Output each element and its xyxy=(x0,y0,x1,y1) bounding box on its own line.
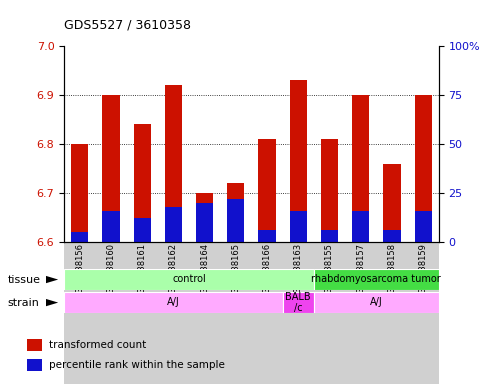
Bar xyxy=(103,210,119,242)
Bar xyxy=(415,95,432,242)
Text: GDS5527 / 3610358: GDS5527 / 3610358 xyxy=(64,19,191,32)
Text: strain: strain xyxy=(7,298,39,308)
Bar xyxy=(71,144,88,242)
Bar xyxy=(64,292,282,313)
Bar xyxy=(27,339,42,351)
Bar xyxy=(196,193,213,242)
Bar xyxy=(165,85,182,242)
Bar xyxy=(196,203,213,242)
Bar xyxy=(258,230,276,242)
Bar xyxy=(314,292,439,313)
Bar xyxy=(321,139,338,242)
Text: tissue: tissue xyxy=(7,275,40,285)
Bar xyxy=(103,95,119,242)
Bar xyxy=(27,359,42,371)
Bar xyxy=(352,95,369,242)
Text: A/J: A/J xyxy=(167,297,180,308)
Bar xyxy=(165,207,182,242)
Bar xyxy=(258,139,276,242)
Text: control: control xyxy=(172,274,206,285)
Bar xyxy=(352,210,369,242)
Text: percentile rank within the sample: percentile rank within the sample xyxy=(49,360,225,370)
Bar xyxy=(134,218,151,242)
Text: A/J: A/J xyxy=(370,297,383,308)
Bar xyxy=(384,164,400,242)
Bar xyxy=(290,80,307,242)
Bar xyxy=(71,232,88,242)
Bar xyxy=(134,124,151,242)
Polygon shape xyxy=(46,276,58,283)
Text: transformed count: transformed count xyxy=(49,340,146,350)
Polygon shape xyxy=(46,299,58,306)
Bar xyxy=(384,230,400,242)
Bar xyxy=(227,199,245,242)
Bar xyxy=(282,292,314,313)
Bar xyxy=(227,183,245,242)
Bar xyxy=(290,210,307,242)
Text: rhabdomyosarcoma tumor: rhabdomyosarcoma tumor xyxy=(312,274,441,285)
Bar xyxy=(415,210,432,242)
Bar xyxy=(314,269,439,290)
Bar xyxy=(64,269,314,290)
Bar xyxy=(321,230,338,242)
Text: BALB
/c: BALB /c xyxy=(285,291,311,313)
